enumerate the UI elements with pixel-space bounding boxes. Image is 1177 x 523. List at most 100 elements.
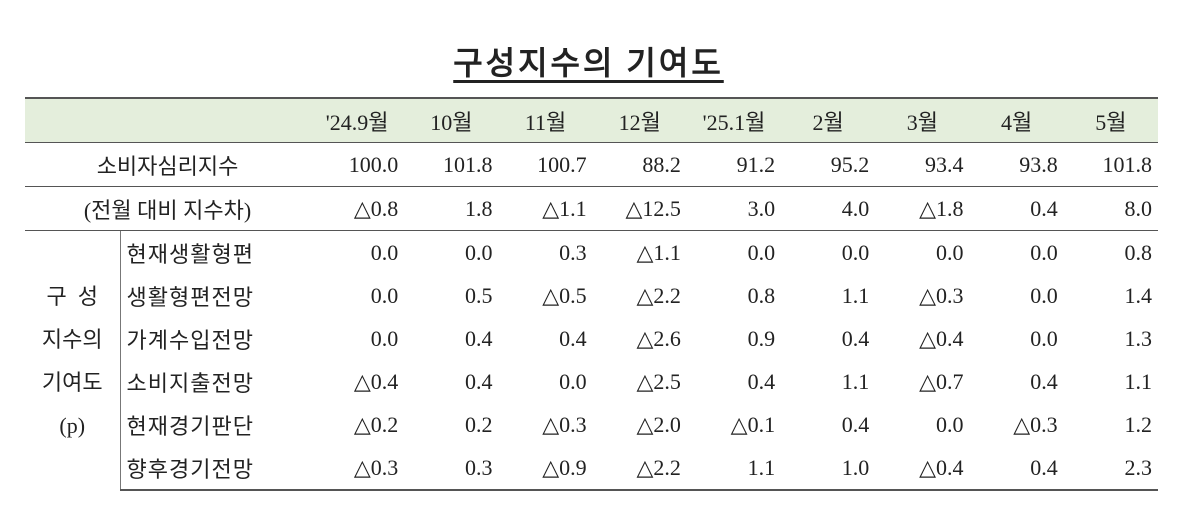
- cell: △0.9: [498, 446, 593, 491]
- cell: 93.4: [875, 142, 970, 187]
- cell: 0.0: [464, 239, 493, 265]
- cell: 0.0: [370, 239, 399, 265]
- group-label-line: (p): [59, 412, 86, 438]
- cell: △0.4: [353, 368, 399, 394]
- group-label-line: 구 성: [46, 283, 98, 309]
- cell: △0.3: [542, 411, 587, 437]
- cell: 0.4: [559, 325, 587, 351]
- cell: △1.1: [498, 186, 593, 231]
- cell: 0.0: [370, 282, 399, 308]
- column-header: '24.9월: [310, 97, 405, 143]
- row-label: 소비자심리지수: [25, 142, 311, 187]
- cell: 0.0: [1030, 239, 1058, 265]
- cell: 91.2: [686, 142, 782, 187]
- row: 구 성 지수의 기여도 (p) 현재생활형편 0.0 0.0 0.3 △1.1 0.0 0.0 0.0…: [25, 230, 1158, 438]
- row-label: 생활형편전망: [119, 274, 311, 317]
- column-header: 4월: [969, 97, 1064, 143]
- cell: 0.0: [935, 411, 964, 437]
- group-label-line: 기여도: [41, 369, 103, 395]
- cell: 2.3: [1063, 446, 1158, 491]
- row-label: (전월 대비 지수차): [25, 186, 311, 231]
- cell: △0.7: [919, 368, 964, 394]
- cell: 93.8: [969, 142, 1064, 187]
- cell: 100.7: [498, 142, 593, 187]
- table-body: 소비자심리지수 100.0 101.8 100.7 88.2 91.2 95.2 93.4 93…: [25, 142, 1158, 491]
- cell: 0.3: [404, 446, 499, 491]
- cell: 1.1: [1124, 368, 1153, 394]
- cell: △12.5: [592, 186, 687, 231]
- row: 가계수입전망 0.0 0.4 0.4 △2.6 0.9 0.4 △0.4 0.0 1.3: [25, 317, 1158, 360]
- header-row: '24.9월 10월 11월 12월 '25.1월 2월 3월 4월 5월: [25, 97, 1158, 143]
- column-header: 3월: [875, 97, 970, 143]
- column-header: 12월: [592, 97, 687, 143]
- row-label: 현재생활형편: [119, 230, 311, 274]
- cell: △2.2: [636, 282, 681, 308]
- cell: 101.8: [404, 142, 499, 187]
- title-text: 구성지수의 기여도: [453, 45, 724, 81]
- cell: △2.6: [636, 325, 681, 351]
- cell: 0.4: [969, 186, 1064, 231]
- cell: 0.8: [747, 282, 776, 308]
- cell: 0.4: [747, 368, 776, 394]
- row-label: 현재경기판단: [119, 403, 311, 446]
- cell: 0.0: [559, 368, 587, 394]
- cell: 0.4: [969, 446, 1064, 491]
- cell: 88.2: [592, 142, 687, 187]
- cell: 0.4: [1030, 368, 1058, 394]
- cell: △2.5: [636, 368, 681, 394]
- cell: 3.0: [686, 186, 782, 231]
- row: 향후경기전망 △0.3 0.3 △0.9 △2.2 1.1 1.0 △0.4 0.4 2.3: [25, 446, 1158, 491]
- cell: 0.5: [464, 282, 493, 308]
- cell: 1.1: [841, 282, 870, 308]
- row: 현재경기판단 △0.2 0.2 △0.3 △2.0 △0.1 0.4 0.0 △0.3 1.2: [25, 403, 1158, 446]
- group-label-line: 지수의: [41, 326, 103, 352]
- row: 생활형편전망 0.0 0.5 △0.5 △2.2 0.8 1.1 △0.3 0.0 1.4: [25, 274, 1158, 317]
- table: '24.9월 10월 11월 12월 '25.1월 2월 3월 4월 5월 소비자심리지수 100…: [25, 97, 1158, 491]
- cell: 0.3: [559, 239, 587, 265]
- cell: △2.2: [592, 446, 687, 491]
- cell: △0.4: [875, 446, 970, 491]
- cell: 1.3: [1124, 325, 1153, 351]
- cell: 1.1: [686, 446, 782, 491]
- cell: 101.8: [1063, 142, 1158, 187]
- cell: 0.0: [841, 239, 870, 265]
- cell: △0.3: [1013, 411, 1058, 437]
- cell: △0.1: [730, 411, 776, 437]
- cell: 0.4: [841, 325, 870, 351]
- cell: △0.8: [310, 186, 405, 231]
- cell: △0.2: [353, 411, 399, 437]
- column-header: 2월: [781, 97, 876, 143]
- cell: △0.3: [919, 282, 964, 308]
- cell: △0.5: [542, 282, 587, 308]
- row: 소비자심리지수 100.0 101.8 100.7 88.2 91.2 95.2 93.4 93…: [25, 142, 1158, 187]
- cell: 1.0: [781, 446, 876, 491]
- cell: 0.0: [370, 325, 399, 351]
- column-header: 5월: [1063, 97, 1158, 143]
- row-label: 향후경기전망: [119, 446, 311, 491]
- cell: 0.0: [935, 239, 964, 265]
- cell: 0.9: [747, 325, 776, 351]
- cell: 100.0: [310, 142, 405, 187]
- cell: △1.8: [875, 186, 970, 231]
- cell: 0.0: [747, 239, 776, 265]
- cell: 0.4: [841, 411, 870, 437]
- column-header: 11월: [498, 97, 593, 143]
- cell: 0.0: [1030, 325, 1058, 351]
- cell: 8.0: [1063, 186, 1158, 231]
- cell: △0.3: [310, 446, 405, 491]
- row: 소비지출전망 △0.4 0.4 0.0 △2.5 0.4 1.1 △0.7 0.4 1.1: [25, 360, 1158, 403]
- cell: 0.4: [464, 368, 493, 394]
- column-header: 10월: [404, 97, 499, 143]
- column-header: '25.1월: [686, 97, 782, 143]
- cell: 1.1: [841, 368, 870, 394]
- cell: 1.2: [1124, 411, 1153, 437]
- row-label: 소비지출전망: [119, 360, 311, 403]
- cell: 0.2: [464, 411, 493, 437]
- cell: 95.2: [781, 142, 876, 187]
- row: (전월 대비 지수차) △0.8 1.8 △1.1 △12.5 3.0 4.0 △1.8 0.4…: [25, 186, 1158, 231]
- cell: 0.0: [1030, 282, 1058, 308]
- row-label: 가계수입전망: [119, 317, 311, 360]
- header-corner: [25, 97, 311, 143]
